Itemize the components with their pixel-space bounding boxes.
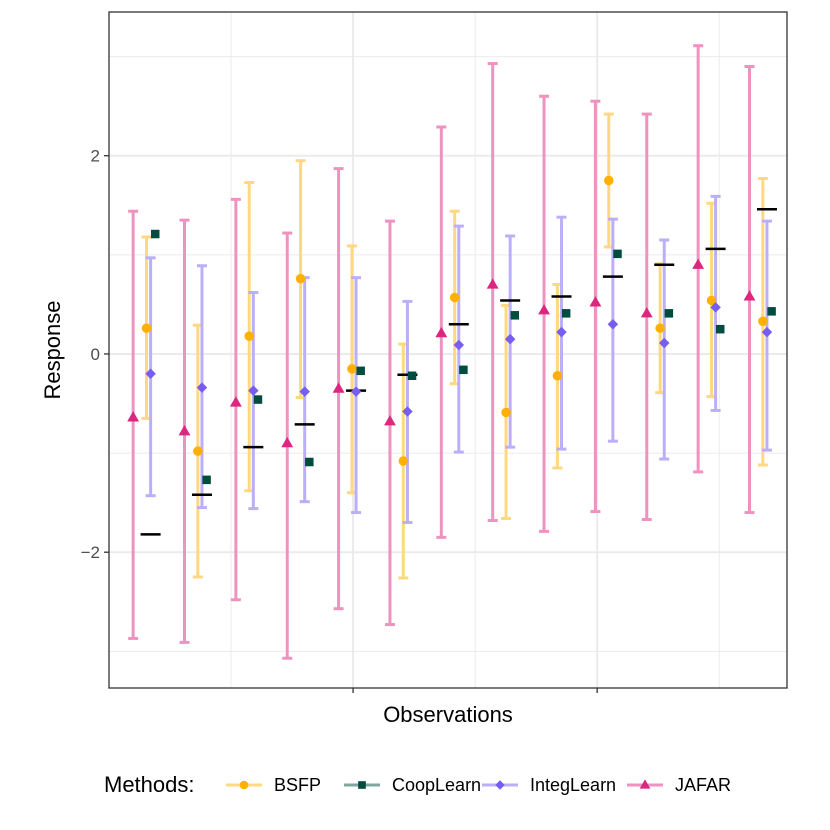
errorbar-integlearn [248, 291, 259, 511]
point-jafar [281, 436, 294, 448]
legend-label: IntegLearn [530, 775, 616, 795]
point-integlearn [556, 326, 567, 338]
point-cooplearn [407, 371, 417, 381]
point-jafar [435, 326, 448, 338]
point-jafar [178, 425, 191, 436]
point-cooplearn [202, 475, 211, 485]
errorbar-integlearn [607, 217, 618, 443]
point-integlearn [145, 368, 156, 380]
point-jafar [332, 382, 345, 393]
point-bsfp [347, 364, 357, 374]
data-marks [127, 44, 777, 660]
legend-key-marker [358, 781, 366, 789]
point-bsfp [604, 175, 614, 186]
point-jafar [538, 304, 550, 315]
point-integlearn [658, 337, 670, 349]
point-bsfp [758, 316, 768, 327]
point-integlearn [607, 318, 619, 330]
plot-panel [108, 11, 788, 689]
legend-item-bsfp: BSFP [226, 775, 321, 795]
legend-label: JAFAR [675, 775, 731, 795]
errorbar-integlearn [453, 224, 464, 454]
legend-label: BSFP [274, 775, 321, 795]
point-jafar [589, 296, 602, 307]
point-integlearn [504, 333, 516, 345]
point-integlearn [453, 339, 465, 351]
point-bsfp [552, 371, 563, 381]
panel-background [109, 12, 787, 688]
point-jafar [384, 415, 396, 426]
point-bsfp [449, 292, 460, 303]
legend-item-integlearn: IntegLearn [482, 775, 616, 795]
point-cooplearn [561, 309, 571, 318]
x-axis-title: Observations [383, 702, 513, 727]
point-integlearn [350, 386, 362, 397]
legend-key-marker [495, 780, 505, 790]
point-cooplearn [459, 365, 468, 375]
point-bsfp [244, 331, 254, 341]
point-bsfp [501, 407, 511, 418]
point-jafar [692, 258, 705, 269]
point-cooplearn [613, 249, 622, 259]
panel-border [108, 11, 788, 689]
point-bsfp [141, 323, 152, 333]
legend-title: Methods: [104, 772, 195, 797]
errorbar-integlearn [659, 238, 670, 461]
point-bsfp [706, 295, 717, 306]
x-axis [352, 688, 598, 693]
point-bsfp [655, 323, 665, 333]
point-integlearn [710, 302, 721, 313]
point-jafar [743, 290, 756, 301]
errorbar-jafar [744, 65, 755, 515]
point-jafar [486, 278, 499, 289]
point-integlearn [402, 406, 413, 417]
errorbar-jafar [128, 209, 139, 640]
point-bsfp [295, 273, 306, 284]
point-integlearn [248, 385, 259, 396]
y-tick-label: 2 [91, 147, 100, 166]
point-cooplearn [150, 229, 160, 239]
point-jafar [127, 411, 140, 422]
point-cooplearn [715, 324, 725, 334]
point-cooplearn [664, 309, 674, 318]
legend-item-jafar: JAFAR [627, 775, 731, 795]
y-axis: −2 0 2 [81, 147, 109, 562]
legend: Methods: BSFP CoopLearn IntegLearn JAFAR [104, 772, 731, 797]
point-cooplearn [510, 311, 520, 320]
point-bsfp [398, 456, 409, 466]
minor-gridlines [109, 12, 787, 688]
point-integlearn [299, 386, 310, 397]
point-jafar [640, 307, 653, 318]
legend-label: CoopLearn [392, 775, 481, 795]
legend-key-marker [639, 779, 651, 789]
point-integlearn [196, 382, 208, 393]
point-cooplearn [253, 395, 263, 404]
point-jafar [229, 396, 242, 407]
errorbar-jafar [487, 62, 498, 522]
y-tick-label: 0 [91, 345, 100, 364]
point-cooplearn [767, 307, 776, 316]
legend-item-cooplearn: CoopLearn [344, 775, 481, 795]
point-bsfp [193, 446, 203, 456]
point-integlearn [761, 326, 773, 338]
point-cooplearn [305, 457, 314, 467]
y-tick-label: −2 [81, 543, 100, 562]
point-cooplearn [356, 366, 365, 376]
y-axis-title: Response [40, 300, 65, 399]
legend-key-marker [239, 780, 249, 790]
